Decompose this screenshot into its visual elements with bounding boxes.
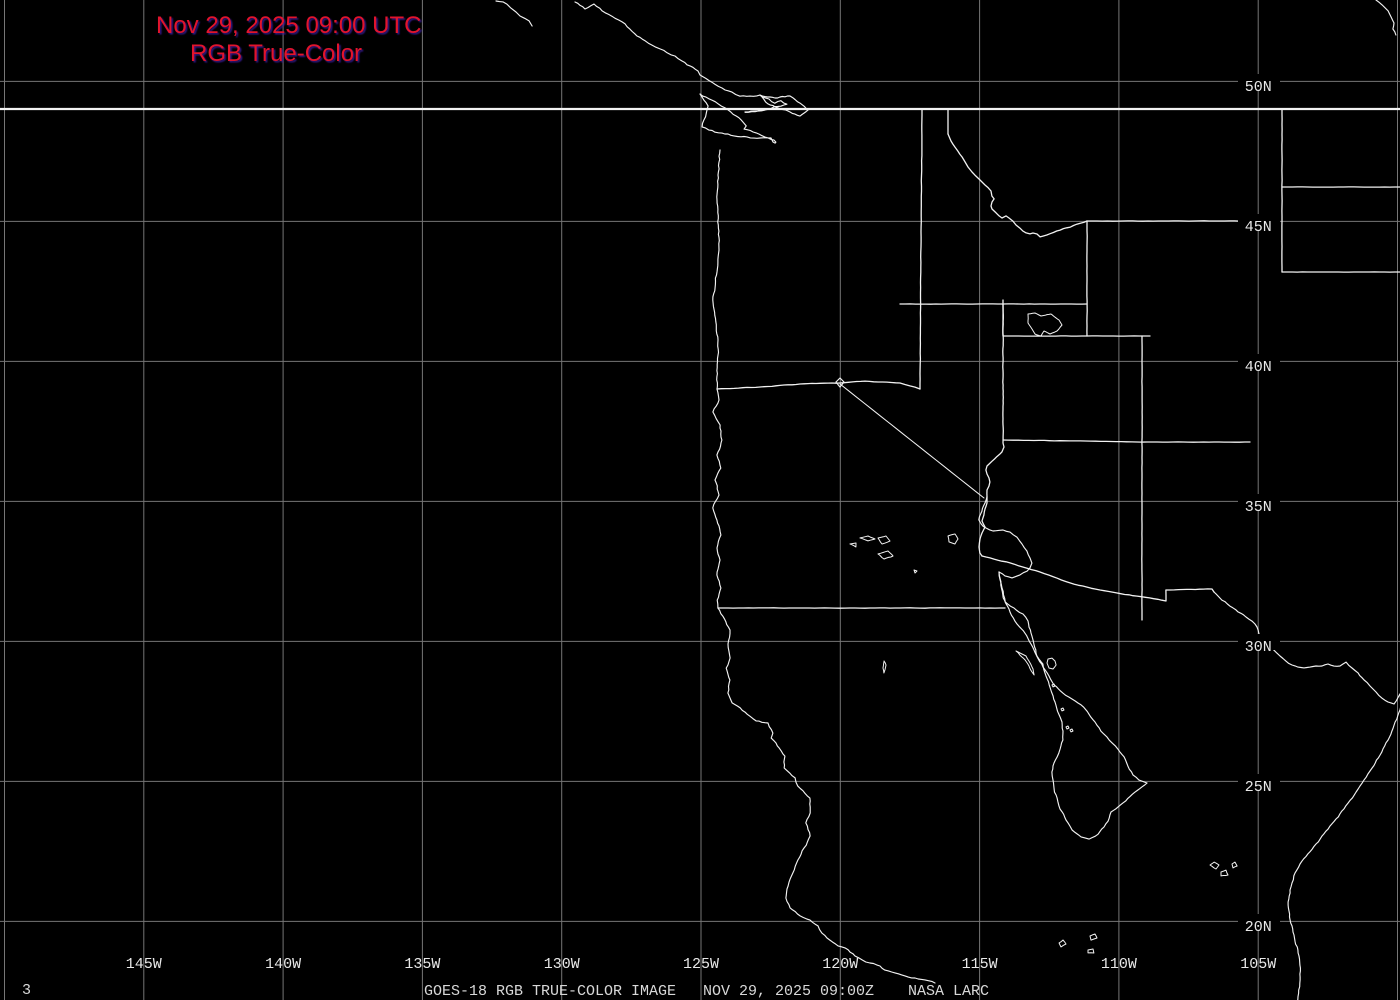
svg-text:145W: 145W [126, 956, 162, 973]
svg-text:130W: 130W [544, 956, 580, 973]
svg-text:35N: 35N [1245, 499, 1272, 516]
svg-text:50N: 50N [1245, 79, 1272, 96]
svg-text:GOES-18 RGB TRUE-COLOR IMAGE: GOES-18 RGB TRUE-COLOR IMAGE [424, 983, 676, 1000]
svg-text:40N: 40N [1245, 359, 1272, 376]
svg-text:140W: 140W [265, 956, 301, 973]
svg-text:20N: 20N [1245, 919, 1272, 936]
svg-text:NASA LARC: NASA LARC [908, 983, 989, 1000]
svg-text:30N: 30N [1245, 639, 1272, 656]
svg-text:RGB True-Color: RGB True-Color [190, 40, 362, 67]
svg-text:110W: 110W [1101, 956, 1137, 973]
svg-text:Nov 29, 2025 09:00 UTC: Nov 29, 2025 09:00 UTC [156, 12, 422, 39]
svg-text:105W: 105W [1240, 956, 1276, 973]
svg-text:115W: 115W [962, 956, 998, 973]
svg-text:3: 3 [22, 982, 31, 999]
svg-text:125W: 125W [683, 956, 719, 973]
svg-text:135W: 135W [404, 956, 440, 973]
svg-text:120W: 120W [822, 956, 858, 973]
svg-text:45N: 45N [1245, 219, 1272, 236]
svg-text:25N: 25N [1245, 779, 1272, 796]
svg-text:NOV 29, 2025 09:00Z: NOV 29, 2025 09:00Z [703, 983, 874, 1000]
